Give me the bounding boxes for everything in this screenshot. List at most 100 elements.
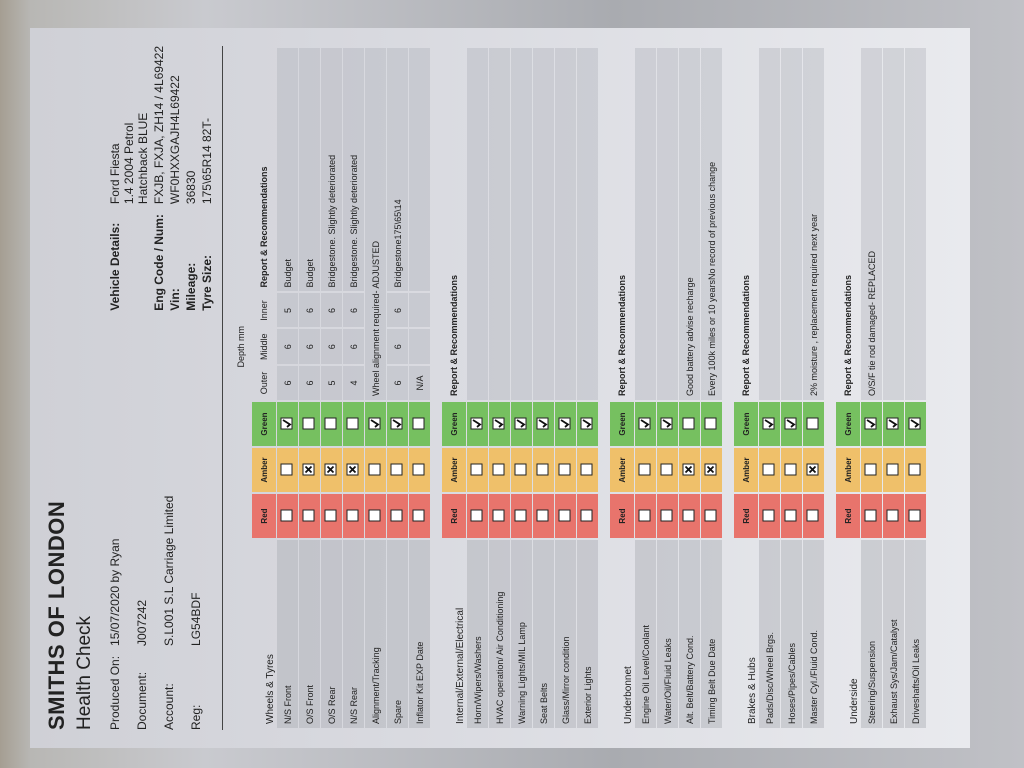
check-row: Spare 6 6 6 Bridgestone175\65\14 <box>387 48 408 728</box>
report-header: Report & Recommendations <box>843 274 853 396</box>
checkbox <box>514 418 527 430</box>
report <box>781 48 802 400</box>
checkbox <box>704 510 717 522</box>
amber-cell <box>679 448 700 492</box>
item-label: Master Cyl./Fluid Cond. <box>803 540 824 728</box>
item-label: O/S Rear <box>321 540 342 728</box>
green-cell <box>467 402 488 446</box>
report <box>555 48 576 400</box>
amber-cell <box>803 448 824 492</box>
red-header: Red <box>442 494 466 538</box>
check-row: Warning Lights/MIL Lamp <box>511 48 532 728</box>
middle-depth: 6 <box>321 329 342 364</box>
red-cell <box>781 494 802 538</box>
amber-cell <box>883 448 904 492</box>
checkbox <box>368 464 381 476</box>
red-cell <box>533 494 554 538</box>
red-header: Red <box>252 494 276 538</box>
report: O/S/F tie rod damaged- REPLACED <box>861 48 882 400</box>
green-cell <box>489 402 510 446</box>
vehicle-line: Hatchback BLUE <box>136 112 150 205</box>
amber-header: Amber <box>442 448 466 492</box>
check-row: Pads/Disc/Wheel Brgs. <box>759 48 780 728</box>
red-header: Red <box>610 494 634 538</box>
report <box>635 48 656 400</box>
red-cell <box>555 494 576 538</box>
report <box>657 48 678 400</box>
green-cell <box>781 402 802 446</box>
checkbox <box>864 464 877 476</box>
green-cell <box>803 402 824 446</box>
checkbox <box>324 418 337 430</box>
outer-depth: 6 <box>277 366 298 400</box>
checkbox <box>806 464 819 476</box>
report-header: Report & Recommendations <box>259 166 269 288</box>
check-row: Steering/Suspension O/S/F tie rod damaged… <box>861 48 882 728</box>
section-header: Internal/External/Electrical Red Amber Gree… <box>442 48 466 728</box>
check-row: Alignment/Tracking Wheel alignment requir… <box>365 48 386 728</box>
section-header: Underbonnet Red Amber Green Report & Recomme… <box>610 48 634 728</box>
item-label: Spare <box>387 540 408 728</box>
checkbox <box>638 510 651 522</box>
inner-depth: 6 <box>343 293 364 328</box>
red-cell <box>803 494 824 538</box>
red-cell <box>883 494 904 538</box>
section-title: Underside <box>849 678 860 724</box>
red-cell <box>489 494 510 538</box>
checkbox <box>514 464 527 476</box>
section-title: Brakes & Hubs <box>747 657 758 724</box>
amber-header: Amber <box>252 448 276 492</box>
inner-depth: 5 <box>277 293 298 328</box>
check-row: O/S Rear 5 6 6 Bridgestone. Slightly deterio… <box>321 48 342 728</box>
depth-title-row: Depth mm <box>230 48 251 728</box>
red-header: Red <box>836 494 860 538</box>
checkbox <box>864 510 877 522</box>
item-label: Glass/Mirror condition <box>555 540 576 728</box>
amber-header: Amber <box>836 448 860 492</box>
green-cell <box>365 402 386 446</box>
green-cell <box>277 402 298 446</box>
title: Health Check <box>74 615 95 730</box>
amber-cell <box>343 448 364 492</box>
red-cell <box>905 494 926 538</box>
checkbox <box>864 418 877 430</box>
check-row: Exterior Lights <box>577 48 598 728</box>
amber-cell <box>701 448 722 492</box>
check-row: Hoses/Pipes/Cables <box>781 48 802 728</box>
green-cell <box>387 402 408 446</box>
info-label: Reg: <box>189 704 203 730</box>
amber-cell <box>387 448 408 492</box>
green-cell <box>577 402 598 446</box>
item-label: Seat Belts <box>533 540 554 728</box>
report: Bridgestone. Slightly deteriorated <box>343 48 364 292</box>
vehicle-line: FXJB, FXJA, ZH14 / 4L69422 <box>152 46 166 205</box>
section-title: Internal/External/Electrical <box>455 607 466 724</box>
check-row: N/S Front 6 6 5 Budget <box>277 48 298 728</box>
red-cell <box>387 494 408 538</box>
amber-cell <box>533 448 554 492</box>
amber-cell <box>657 448 678 492</box>
checkbox <box>660 418 673 430</box>
checkbox <box>558 464 571 476</box>
inner-depth: 6 <box>321 293 342 328</box>
checkbox <box>368 510 381 522</box>
green-cell <box>679 402 700 446</box>
checks-table: Depth mm Wheels & Tyres Red Amber Green Outer… <box>229 46 927 730</box>
checkbox <box>470 418 483 430</box>
checkbox <box>536 510 549 522</box>
checkbox <box>704 418 717 430</box>
item-label: Water/Oil/Fluid Leaks <box>657 540 678 728</box>
section-title: Underbonnet <box>623 666 634 724</box>
checkbox <box>682 510 695 522</box>
report: Budget <box>299 48 320 292</box>
red-cell <box>299 494 320 538</box>
report: Every 100k miles or 10 yearsNo record of… <box>701 48 722 400</box>
checkbox <box>886 510 899 522</box>
depth-title: Depth mm <box>235 325 246 368</box>
middle-depth: 6 <box>299 329 320 364</box>
red-cell <box>701 494 722 538</box>
checkbox <box>324 464 337 476</box>
checkbox <box>470 464 483 476</box>
red-header: Red <box>734 494 758 538</box>
